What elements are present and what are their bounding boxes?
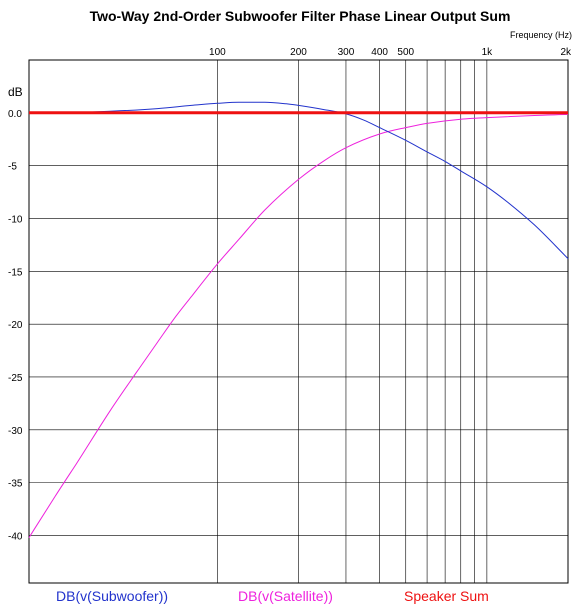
x-tick-labels: 100 200 300 400 500 1k 2k bbox=[209, 47, 572, 58]
legend-entry: DB(v(Satellite)) bbox=[238, 588, 333, 604]
y-tick-label: -20 bbox=[8, 320, 23, 331]
legend: DB(v(Subwoofer)) DB(v(Satellite)) Speaker … bbox=[56, 588, 489, 604]
x-tick-label: 200 bbox=[290, 47, 307, 58]
y-tick-label: -10 bbox=[8, 214, 23, 225]
legend-entry: DB(v(Subwoofer)) bbox=[56, 588, 168, 604]
x-axis-label: Frequency (Hz) bbox=[510, 30, 572, 40]
legend-entry: Speaker Sum bbox=[404, 588, 489, 604]
series-line-db-v-satellite bbox=[28, 113, 569, 538]
plot-frame bbox=[28, 59, 569, 584]
y-tick-label: -35 bbox=[8, 479, 23, 490]
y-tick-labels: 0.0 -5 -10 -15 -20 -25 -30 -35 -40 bbox=[8, 109, 23, 543]
y-tick-label: -15 bbox=[8, 267, 23, 278]
x-tick-label: 100 bbox=[209, 47, 226, 58]
x-tick-label: 400 bbox=[371, 47, 388, 58]
x-tick-label: 2k bbox=[560, 47, 572, 58]
x-tick-label: 1k bbox=[482, 47, 494, 58]
grid bbox=[29, 60, 569, 583]
x-tick-label: 300 bbox=[338, 47, 355, 58]
y-tick-label: -5 bbox=[8, 162, 17, 173]
y-tick-label: 0.0 bbox=[8, 109, 22, 120]
y-axis-label: dB bbox=[8, 85, 23, 99]
y-tick-label: -30 bbox=[8, 426, 23, 437]
y-tick-label: -40 bbox=[8, 531, 23, 542]
series bbox=[28, 101, 569, 538]
x-tick-label: 500 bbox=[397, 47, 414, 58]
y-tick-label: -25 bbox=[8, 373, 23, 384]
chart-title: Two-Way 2nd-Order Subwoofer Filter Phase… bbox=[90, 8, 511, 24]
